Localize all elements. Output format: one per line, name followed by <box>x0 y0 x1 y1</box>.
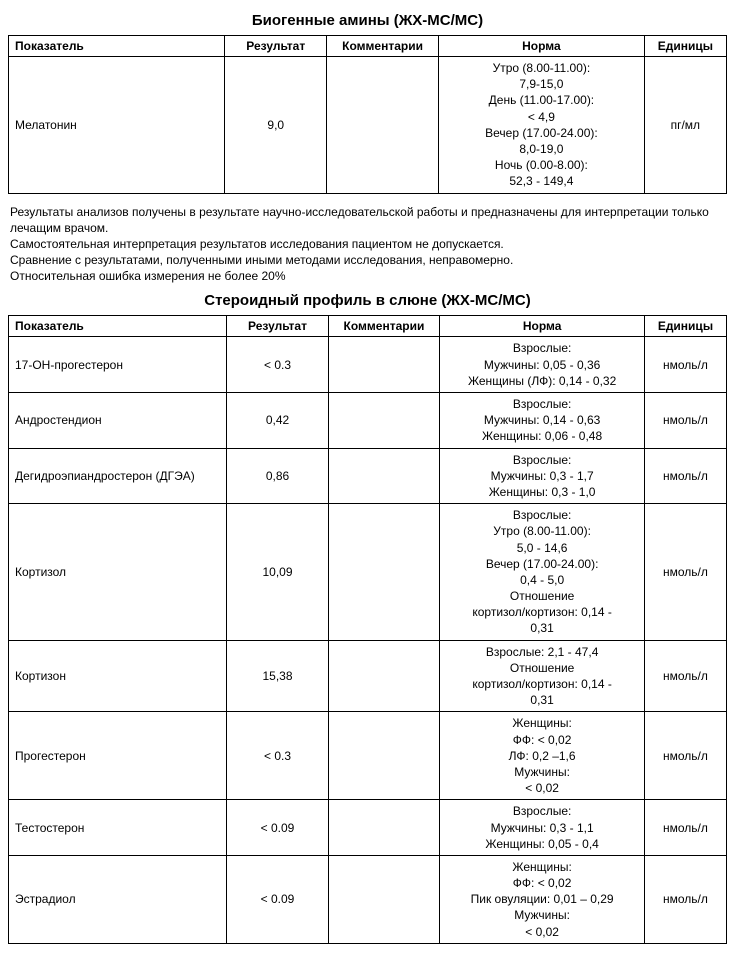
cell-units: нмоль/л <box>644 712 726 800</box>
cell-norm: Взрослые: 2,1 - 47,4 Отношение кортизол/… <box>440 640 645 712</box>
table-row: Тестостерон< 0.09 Взрослые: Мужчины: 0,3 … <box>9 800 727 856</box>
cell-result: 15,38 <box>227 640 328 712</box>
col-comment-header: Комментарии <box>327 36 439 57</box>
cell-norm: Утро (8.00-11.00): 7,9-15,0 День (11.00-… <box>439 57 645 194</box>
cell-result: 0,42 <box>227 393 328 449</box>
cell-indicator: Мелатонин <box>9 57 225 194</box>
cell-norm: Взрослые: Утро (8.00-11.00): 5,0 - 14,6 … <box>440 504 645 641</box>
disclaimer-line: Сравнение с результатами, полученными ин… <box>10 252 725 268</box>
col-norm-header: Норма <box>440 316 645 337</box>
col-result-header: Результат <box>225 36 327 57</box>
cell-comment <box>328 448 440 504</box>
table-row: Кортизол10,09 Взрослые: Утро (8.00-11.00)… <box>9 504 727 641</box>
cell-result: < 0.09 <box>227 855 328 943</box>
cell-norm: Взрослые: Мужчины: 0,14 - 0,63 Женщины: … <box>440 393 645 449</box>
cell-comment <box>328 504 440 641</box>
cell-result: < 0.3 <box>227 712 328 800</box>
table-row: Андростендион0,42 Взрослые: Мужчины: 0,14… <box>9 393 727 449</box>
cell-units: нмоль/л <box>644 855 726 943</box>
table-row: Эстрадиол< 0.09 Женщины: ФФ: < 0,02 Пик о… <box>9 855 727 943</box>
cell-result: < 0.3 <box>227 337 328 393</box>
table-row: Дегидроэпиандростерон (ДГЭА)0,86 Взрослые… <box>9 448 727 504</box>
cell-norm: Женщины: ФФ: < 0,02 Пик овуляции: 0,01 –… <box>440 855 645 943</box>
section1-table: Показатель Результат Комментарии Норма Е… <box>8 35 727 194</box>
cell-comment <box>328 800 440 856</box>
section2-title: Стероидный профиль в слюне (ЖХ-МС/МС) <box>8 292 727 309</box>
table-row: Прогестерон< 0.3 Женщины: ФФ: < 0,02 ЛФ: … <box>9 712 727 800</box>
section1-title: Биогенные амины (ЖХ-МС/МС) <box>8 12 727 29</box>
cell-indicator: Прогестерон <box>9 712 227 800</box>
cell-units: нмоль/л <box>644 337 726 393</box>
cell-comment <box>328 855 440 943</box>
col-indicator-header: Показатель <box>9 36 225 57</box>
disclaimer-line: Относительная ошибка измерения не более … <box>10 268 725 284</box>
cell-units: нмоль/л <box>644 448 726 504</box>
section2-table: Показатель Результат Комментарии Норма Е… <box>8 315 727 943</box>
cell-comment <box>328 712 440 800</box>
cell-units: нмоль/л <box>644 800 726 856</box>
cell-indicator: Кортизон <box>9 640 227 712</box>
cell-indicator: Андростендион <box>9 393 227 449</box>
col-result-header: Результат <box>227 316 328 337</box>
cell-indicator: Дегидроэпиандростерон (ДГЭА) <box>9 448 227 504</box>
cell-comment <box>328 393 440 449</box>
cell-comment <box>328 337 440 393</box>
cell-units: нмоль/л <box>644 504 726 641</box>
cell-units: нмоль/л <box>644 393 726 449</box>
cell-result: 9,0 <box>225 57 327 194</box>
table-header-row: Показатель Результат Комментарии Норма Е… <box>9 36 727 57</box>
cell-result: 10,09 <box>227 504 328 641</box>
disclaimer-block: Результаты анализов получены в результат… <box>10 204 725 285</box>
table-row: Кортизон15,38 Взрослые: 2,1 - 47,4 Отноше… <box>9 640 727 712</box>
cell-norm: Взрослые: Мужчины: 0,05 - 0,36 Женщины (… <box>440 337 645 393</box>
table-row: 17-OH-прогестерон< 0.3 Взрослые: Мужчины:… <box>9 337 727 393</box>
disclaimer-line: Самостоятельная интерпретация результато… <box>10 236 725 252</box>
table-header-row: Показатель Результат Комментарии Норма Е… <box>9 316 727 337</box>
col-norm-header: Норма <box>439 36 645 57</box>
cell-comment <box>328 640 440 712</box>
disclaimer-line: Результаты анализов получены в результат… <box>10 204 725 236</box>
cell-indicator: Тестостерон <box>9 800 227 856</box>
cell-units: нмоль/л <box>644 640 726 712</box>
cell-result: 0,86 <box>227 448 328 504</box>
col-units-header: Единицы <box>644 36 726 57</box>
col-comment-header: Комментарии <box>328 316 440 337</box>
cell-norm: Взрослые: Мужчины: 0,3 - 1,7 Женщины: 0,… <box>440 448 645 504</box>
cell-result: < 0.09 <box>227 800 328 856</box>
cell-comment <box>327 57 439 194</box>
table-row: Мелатонин 9,0 Утро (8.00-11.00): 7,9-15,… <box>9 57 727 194</box>
cell-indicator: 17-OH-прогестерон <box>9 337 227 393</box>
cell-units: пг/мл <box>644 57 726 194</box>
cell-indicator: Кортизол <box>9 504 227 641</box>
cell-indicator: Эстрадиол <box>9 855 227 943</box>
col-indicator-header: Показатель <box>9 316 227 337</box>
cell-norm: Взрослые: Мужчины: 0,3 - 1,1 Женщины: 0,… <box>440 800 645 856</box>
col-units-header: Единицы <box>644 316 726 337</box>
cell-norm: Женщины: ФФ: < 0,02 ЛФ: 0,2 –1,6 Мужчины… <box>440 712 645 800</box>
